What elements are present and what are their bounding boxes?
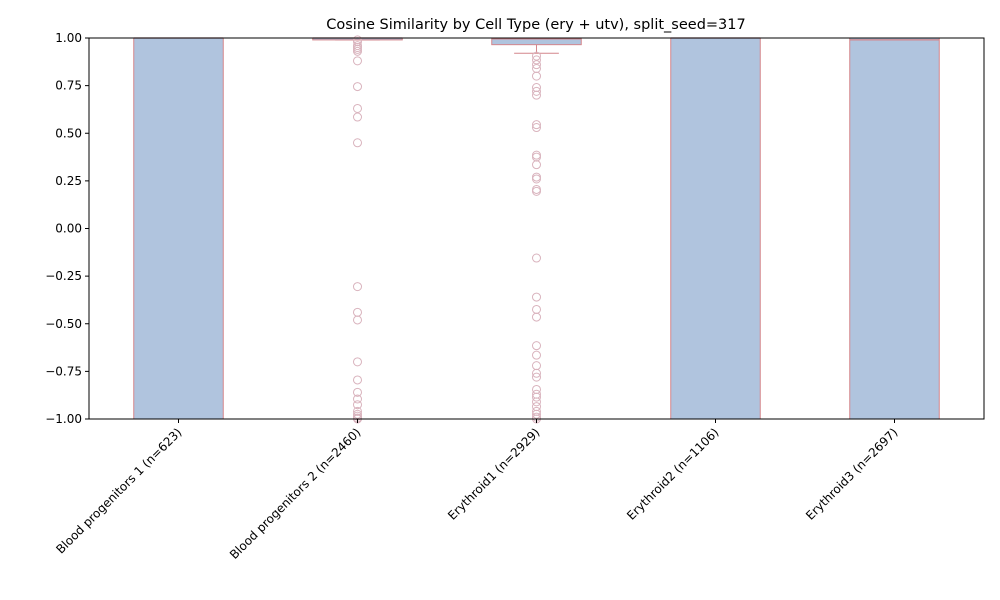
outlier-point — [532, 392, 541, 402]
outlier-point — [532, 71, 541, 81]
outlier-point — [353, 307, 362, 317]
outlier-point — [532, 341, 541, 351]
x-tick-label: Blood progenitors 2 (n=2460) — [227, 425, 364, 562]
outlier-point — [532, 55, 541, 65]
outlier-point — [353, 282, 362, 292]
outlier-point — [353, 46, 362, 56]
outlier-point — [353, 400, 362, 410]
outlier-point — [532, 368, 541, 378]
box-group — [491, 37, 582, 424]
outlier-point — [532, 150, 541, 160]
box — [670, 37, 761, 420]
outlier-point — [532, 60, 541, 70]
outlier-point — [353, 82, 362, 92]
outlier-point — [532, 350, 541, 360]
outlier-point — [532, 397, 541, 407]
chart-title: Cosine Similarity by Cell Type (ery + ut… — [326, 17, 745, 33]
y-tick-label: 0.25 — [55, 174, 82, 188]
outlier-point — [532, 253, 541, 263]
outlier-point — [353, 138, 362, 148]
outlier-point — [532, 292, 541, 302]
y-tick-label: −0.25 — [45, 269, 82, 283]
x-tick-label: Blood progenitors 1 (n=623) — [53, 425, 184, 556]
outlier-point — [532, 186, 541, 196]
outlier-point — [353, 357, 362, 367]
outlier-point — [532, 120, 541, 130]
outlier-point — [532, 361, 541, 371]
x-axis: Blood progenitors 1 (n=623) Blood progeni… — [53, 419, 901, 562]
outlier-point — [532, 123, 541, 133]
outlier-point — [353, 103, 362, 113]
outlier-point — [353, 387, 362, 397]
outlier-point — [532, 90, 541, 100]
y-tick-label: 1.00 — [55, 31, 82, 45]
outlier-point — [353, 375, 362, 385]
y-tick-label: 0.75 — [55, 79, 82, 93]
outlier-point — [353, 394, 362, 404]
y-tick-label: −0.75 — [45, 364, 82, 378]
box — [133, 37, 224, 420]
box — [849, 37, 940, 420]
plot-area — [133, 35, 940, 424]
outlier-point — [532, 372, 541, 382]
outlier-point — [532, 312, 541, 322]
outlier-point — [532, 160, 541, 170]
outlier-point — [532, 304, 541, 314]
y-axis: −1.00 −0.75 −0.50 −0.25 0.00 0.25 0.50 0.75 1.00 — [45, 31, 89, 426]
outlier-point — [532, 409, 541, 419]
outlier-point — [532, 384, 541, 394]
box-group — [312, 35, 403, 424]
x-tick-label: Erythroid1 (n=2929) — [445, 425, 543, 523]
outlier-point — [353, 315, 362, 325]
outlier-point — [532, 172, 541, 182]
outlier-point — [532, 152, 541, 162]
outlier-point — [353, 56, 362, 66]
outlier-point — [532, 86, 541, 96]
box-group — [849, 37, 940, 420]
y-tick-label: 0.50 — [55, 126, 82, 140]
outlier-point — [532, 184, 541, 194]
box-group — [670, 37, 761, 420]
y-tick-label: −1.00 — [45, 412, 82, 426]
y-tick-label: −0.50 — [45, 317, 82, 331]
outlier-point — [532, 174, 541, 184]
outlier-point — [532, 402, 541, 412]
x-tick-label: Erythroid3 (n=2697) — [803, 425, 901, 523]
outlier-point — [532, 51, 541, 61]
outlier-point — [353, 112, 362, 122]
y-tick-label: 0.00 — [55, 222, 82, 236]
box-group — [133, 37, 224, 420]
x-tick-label: Erythroid2 (n=1106) — [624, 425, 722, 523]
